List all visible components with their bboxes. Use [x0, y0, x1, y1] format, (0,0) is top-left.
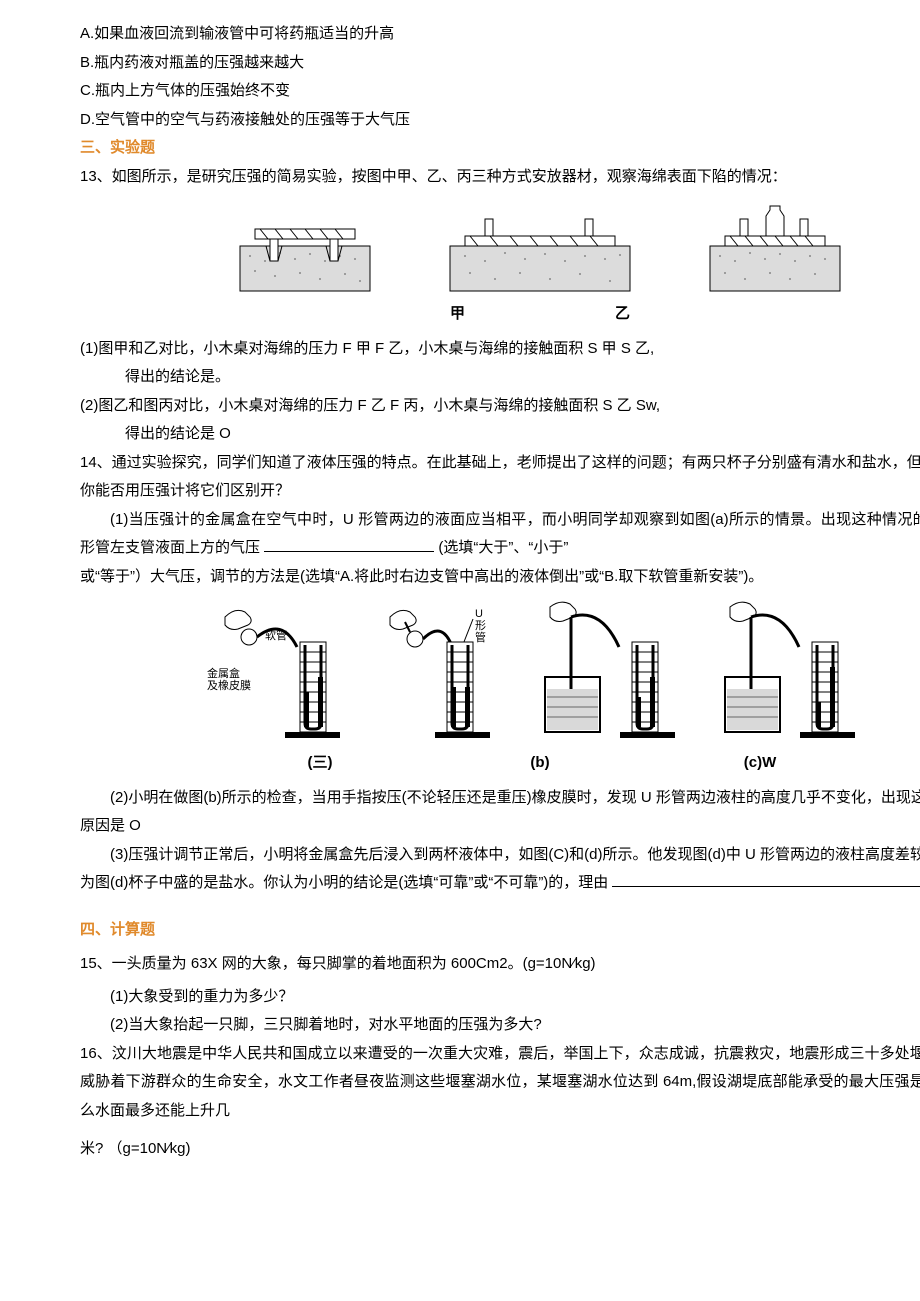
section-3-heading: 三、实验题	[80, 134, 920, 163]
q13-figure-row	[80, 201, 920, 296]
svg-text:及橡皮膜: 及橡皮膜	[207, 679, 251, 692]
q13-fig-jia	[230, 201, 380, 296]
q14-head: 14、通过实验探究，同学们知道了液体压强的特点。在此基础上，老师提出了这样的问题…	[80, 449, 920, 506]
option-a: A.如果血液回流到输液管中可将药瓶适当的升高	[80, 20, 920, 49]
utube-b-icon: U 形 管	[375, 597, 515, 747]
q13-label-jia: 甲	[450, 300, 465, 329]
q13-1: (1)图甲和乙对比，小木桌对海绵的压力 F 甲 F 乙，小木桌与海绵的接触面积 …	[80, 335, 920, 364]
q16-tail: 米? （g=10N⁄kg)	[80, 1135, 920, 1164]
svg-text:管: 管	[475, 630, 486, 644]
q13-2: (2)图乙和图丙对比，小木桌对海绵的压力 F 乙 F 丙，小木桌与海绵的接触面积…	[80, 392, 920, 421]
q13-fig-labels: 甲 乙	[80, 300, 920, 329]
sponge-table-yi-icon	[440, 201, 640, 296]
q14-blank-1	[264, 536, 434, 552]
utube-a-icon: 金属盒 及橡皮膜 软管	[205, 597, 355, 747]
label-metal-box: 金属盒	[207, 666, 240, 680]
svg-text:U: U	[475, 608, 483, 620]
option-b: B.瓶内药液对瓶盖的压强越来越大	[80, 49, 920, 78]
q13-head: 13、如图所示，是研究压强的简易实验，按图中甲、乙、丙三种方式安放器材，观察海绵…	[80, 163, 920, 192]
q14-label-b: (b)	[480, 749, 600, 778]
q14-2: (2)小明在做图(b)所示的检查，当用手指按压(不论轻压还是重压)橡皮膜时，发现…	[80, 784, 920, 841]
sponge-table-bing-icon	[700, 201, 850, 296]
q15-1: (1)大象受到的重力为多少？	[80, 983, 920, 1012]
q14-1b: (选填“大于”、“小于”	[438, 539, 568, 556]
section-4-heading: 四、计算题	[80, 916, 920, 945]
q13-label-yi: 乙	[615, 300, 630, 329]
option-d: D.空气管中的空气与药液接触处的压强等于大气压	[80, 106, 920, 135]
utube-d-icon	[715, 597, 875, 747]
q15-head: 15、一头质量为 63X 网的大象，每只脚掌的着地面积为 600Cm2。(g=1…	[80, 950, 920, 979]
svg-text:形: 形	[475, 619, 486, 632]
q14-3: (3)压强计调节正常后，小明将金属盒先后浸入到两杯液体中，如图(C)和(d)所示…	[80, 841, 920, 898]
utube-c-icon	[535, 597, 695, 747]
q13-fig-yi	[440, 201, 640, 296]
q15-2: (2)当大象抬起一只脚，三只脚着地时，对水平地面的压强为多大?	[80, 1011, 920, 1040]
q13-fig-bing	[700, 201, 850, 296]
sponge-table-jia-icon	[230, 201, 380, 296]
option-c: C.瓶内上方气体的压强始终不变	[80, 77, 920, 106]
q14-fig-labels: (三) (b) (c)W	[80, 749, 920, 778]
q13-1b: 得出的结论是。	[80, 363, 920, 392]
q13-2b: 得出的结论是 O	[80, 420, 920, 449]
q14-1c: 或“等于”）大气压，调节的方法是(选填“A.将此时右边支管中高出的液体倒出”或“…	[80, 563, 920, 592]
q14-label-a: (三)	[250, 749, 390, 778]
q14-blank-2	[612, 871, 920, 887]
q14-1-para: (1)当压强计的金属盒在空气中时，U 形管两边的液面应当相平，而小明同学却观察到…	[80, 506, 920, 563]
q16-head: 16、汶川大地震是中华人民共和国成立以来遭受的一次重大灾难，震后，举国上下，众志…	[80, 1040, 920, 1126]
q14-label-c: (c)W	[690, 749, 830, 778]
q14-figure-row: 金属盒 及橡皮膜 软管 U 形 管	[80, 597, 920, 747]
